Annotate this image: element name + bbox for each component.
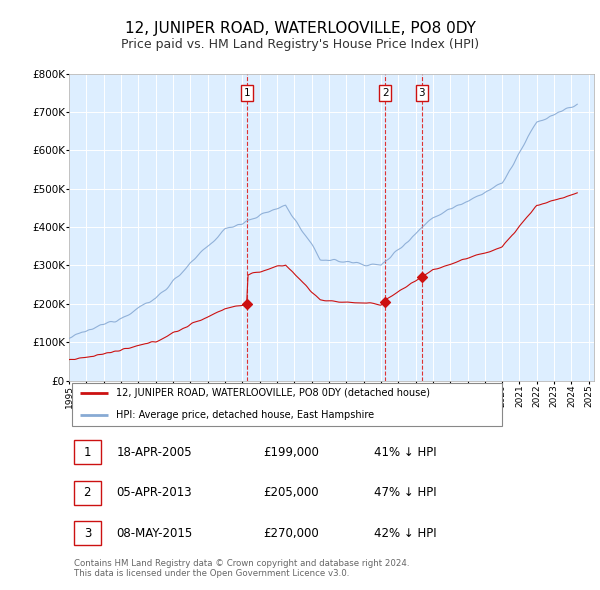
Text: 2: 2: [83, 486, 91, 499]
FancyBboxPatch shape: [74, 440, 101, 464]
Text: 08-MAY-2015: 08-MAY-2015: [116, 527, 193, 540]
Text: £199,000: £199,000: [263, 445, 319, 458]
Text: 47% ↓ HPI: 47% ↓ HPI: [373, 486, 436, 499]
Text: 12, JUNIPER ROAD, WATERLOOVILLE, PO8 0DY (detached house): 12, JUNIPER ROAD, WATERLOOVILLE, PO8 0DY…: [116, 388, 430, 398]
FancyBboxPatch shape: [71, 383, 502, 426]
Point: [242, 300, 252, 309]
Text: £270,000: £270,000: [263, 527, 319, 540]
Text: 3: 3: [83, 527, 91, 540]
Text: 18-APR-2005: 18-APR-2005: [116, 445, 192, 458]
Text: 12, JUNIPER ROAD, WATERLOOVILLE, PO8 0DY: 12, JUNIPER ROAD, WATERLOOVILLE, PO8 0DY: [125, 21, 475, 35]
Text: HPI: Average price, detached house, East Hampshire: HPI: Average price, detached house, East…: [116, 410, 374, 420]
Text: 1: 1: [244, 88, 251, 98]
Text: 05-APR-2013: 05-APR-2013: [116, 486, 192, 499]
FancyBboxPatch shape: [74, 481, 101, 504]
Text: 41% ↓ HPI: 41% ↓ HPI: [373, 445, 436, 458]
FancyBboxPatch shape: [74, 521, 101, 545]
Text: £205,000: £205,000: [263, 486, 319, 499]
Text: Price paid vs. HM Land Registry's House Price Index (HPI): Price paid vs. HM Land Registry's House …: [121, 38, 479, 51]
Text: 3: 3: [418, 88, 425, 98]
Point: [417, 272, 427, 281]
Text: 1: 1: [83, 445, 91, 458]
Text: 42% ↓ HPI: 42% ↓ HPI: [373, 527, 436, 540]
Point: [380, 297, 390, 307]
Text: 2: 2: [382, 88, 389, 98]
Text: This data is licensed under the Open Government Licence v3.0.: This data is licensed under the Open Gov…: [74, 569, 350, 578]
Text: Contains HM Land Registry data © Crown copyright and database right 2024.: Contains HM Land Registry data © Crown c…: [74, 559, 410, 568]
